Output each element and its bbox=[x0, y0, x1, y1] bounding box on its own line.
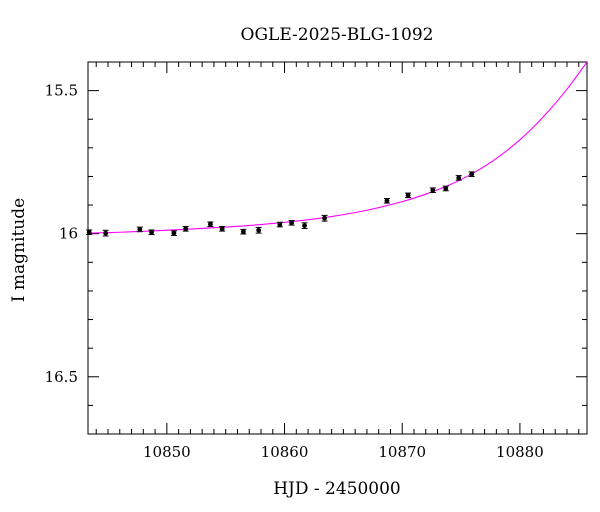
point-marker bbox=[256, 227, 262, 233]
data-point bbox=[219, 226, 226, 232]
data-point bbox=[182, 226, 189, 232]
data-point bbox=[136, 226, 143, 233]
point-marker bbox=[171, 230, 177, 236]
point-marker bbox=[137, 227, 143, 232]
model-curve bbox=[88, 62, 587, 234]
x-tick-label: 10850 bbox=[143, 443, 191, 461]
point-marker bbox=[430, 187, 436, 193]
model-curve-layer bbox=[88, 62, 587, 234]
x-tick-label: 10870 bbox=[378, 443, 426, 461]
point-marker bbox=[405, 192, 411, 198]
data-point bbox=[170, 230, 177, 236]
data-point bbox=[102, 229, 109, 237]
data-point bbox=[301, 222, 308, 230]
chart-title: OGLE-2025-BLG-1092 bbox=[241, 25, 434, 45]
data-point bbox=[148, 229, 155, 236]
data-point bbox=[86, 229, 93, 236]
point-marker bbox=[443, 186, 449, 191]
plot-frame bbox=[87, 61, 588, 435]
point-marker bbox=[469, 171, 475, 177]
x-tick-label: 10860 bbox=[261, 443, 309, 461]
data-point bbox=[468, 171, 475, 177]
data-points-layer bbox=[86, 171, 475, 237]
data-point bbox=[255, 226, 262, 234]
point-marker bbox=[456, 175, 462, 181]
plot-area bbox=[87, 61, 588, 435]
point-marker bbox=[183, 226, 189, 232]
data-point bbox=[321, 214, 328, 222]
point-marker bbox=[86, 229, 92, 235]
point-marker bbox=[277, 222, 283, 227]
y-tick-label: 16 bbox=[59, 225, 78, 243]
data-point bbox=[276, 221, 283, 228]
data-point bbox=[429, 187, 436, 193]
data-point bbox=[455, 175, 462, 181]
data-point bbox=[288, 220, 295, 226]
data-point bbox=[240, 228, 247, 235]
y-axis-label: I magnitude bbox=[9, 198, 29, 302]
data-point bbox=[383, 197, 390, 204]
point-marker bbox=[322, 215, 327, 221]
point-marker bbox=[219, 226, 225, 232]
point-marker bbox=[289, 220, 295, 226]
x-axis-label: HJD - 2450000 bbox=[273, 479, 401, 499]
axis-ticks: 10850 10860 10870 10880 15.5 16 16.5 bbox=[45, 61, 587, 461]
x-tick-label: 10880 bbox=[496, 443, 544, 461]
point-marker bbox=[240, 229, 246, 235]
y-tick-label: 16.5 bbox=[45, 368, 78, 386]
data-point bbox=[442, 185, 449, 192]
point-marker bbox=[384, 198, 390, 204]
point-marker bbox=[207, 221, 213, 227]
point-marker bbox=[149, 229, 154, 235]
point-marker bbox=[302, 223, 307, 229]
point-marker bbox=[103, 230, 109, 236]
data-point bbox=[405, 192, 412, 199]
y-tick-label: 15.5 bbox=[45, 82, 78, 100]
data-point bbox=[207, 221, 214, 228]
